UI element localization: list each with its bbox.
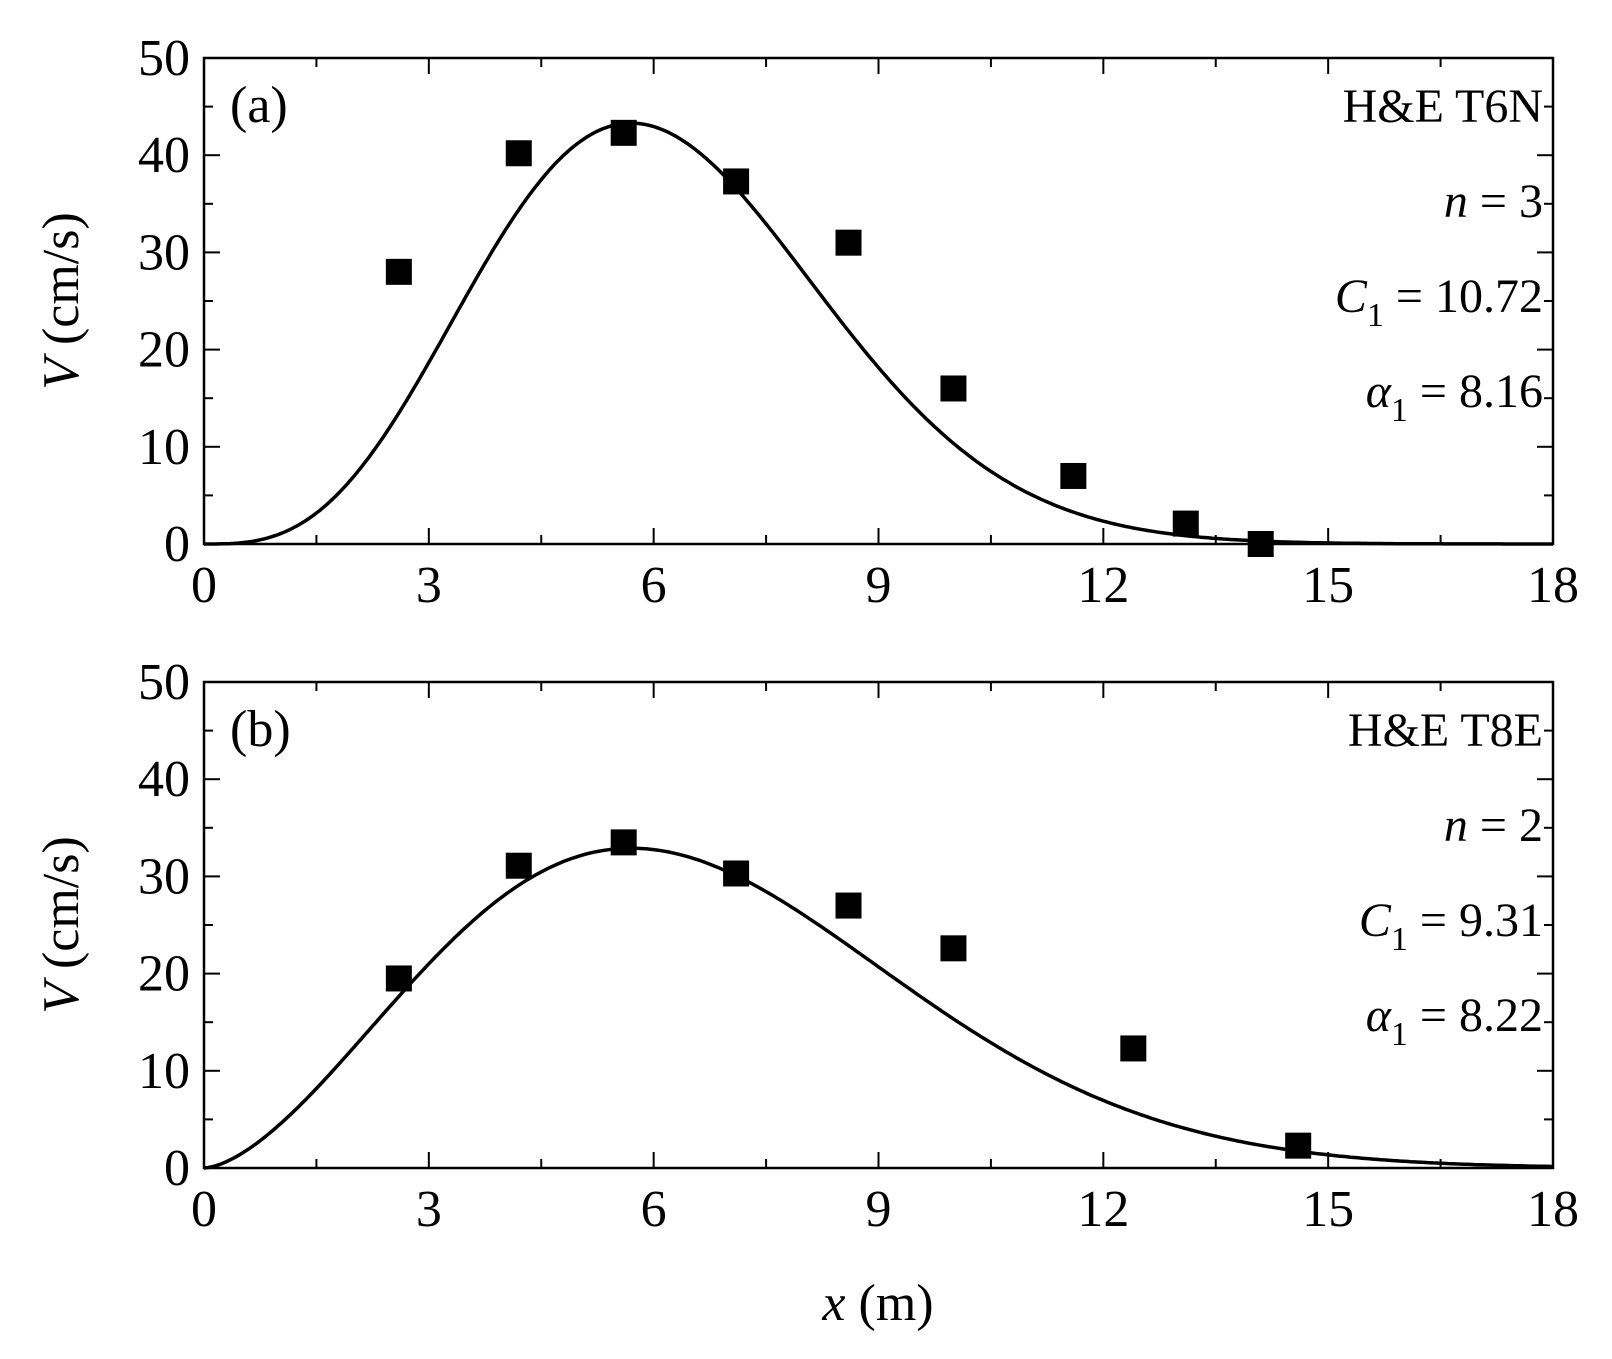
panel-label: (b) <box>230 701 291 758</box>
data-point <box>1120 1035 1147 1062</box>
y-axis-title: V (cm/s) <box>33 212 90 390</box>
x-tick-label: 18 <box>1527 557 1579 614</box>
data-point <box>610 119 637 146</box>
y-tick-label: 20 <box>138 322 190 379</box>
y-tick-label: 0 <box>164 516 190 573</box>
x-tick-label: 6 <box>641 557 667 614</box>
y-tick-label: 30 <box>138 848 190 905</box>
annotation-n: n = 2 <box>1444 799 1543 852</box>
x-tick-label: 12 <box>1077 1181 1129 1238</box>
annotation-title: H&E T6N <box>1343 80 1543 133</box>
x-tick-label: 12 <box>1077 557 1129 614</box>
data-point <box>940 935 967 962</box>
data-point <box>1247 531 1274 557</box>
data-point <box>610 829 637 856</box>
y-tick-label: 0 <box>164 1140 190 1197</box>
x-tick-label: 3 <box>416 557 442 614</box>
fit-curve <box>203 846 1554 1170</box>
y-tick-label: 40 <box>138 751 190 808</box>
y-tick-label: 40 <box>138 127 190 184</box>
data-point <box>835 892 862 919</box>
panel-b: 0 3 6 9 12 15 18 0 10 20 30 40 50 V (cm/s) (b) H&E T8E n… <box>33 654 1579 1238</box>
y-tick-label: 50 <box>138 654 190 711</box>
data-point <box>505 140 532 167</box>
data-point <box>385 965 412 992</box>
x-tick-label: 6 <box>641 1181 667 1238</box>
data-point <box>940 375 967 402</box>
data-point <box>1285 1132 1312 1159</box>
x-tick-label: 15 <box>1302 1181 1354 1238</box>
data-point <box>385 258 412 285</box>
x-tick-label: 9 <box>866 557 892 614</box>
data-point <box>723 168 750 195</box>
data-point <box>1172 510 1199 537</box>
data-point <box>723 860 750 887</box>
x-tick-label: 0 <box>191 1181 217 1238</box>
x-axis-title: x (m) <box>821 1275 933 1332</box>
panel-label: (a) <box>230 77 288 134</box>
annotation-alpha1: α1 = 8.16 <box>1366 365 1543 429</box>
annotation-alpha1: α1 = 8.22 <box>1366 989 1543 1053</box>
y-axis-title: V (cm/s) <box>33 836 90 1014</box>
data-point <box>835 229 862 256</box>
x-tick-label: 3 <box>416 1181 442 1238</box>
x-tick-label: 18 <box>1527 1181 1579 1238</box>
annotation-c1: C1 = 10.72 <box>1335 270 1543 334</box>
y-tick-label: 10 <box>138 419 190 476</box>
annotation-c1: C1 = 9.31 <box>1359 894 1543 958</box>
y-tick-label: 10 <box>138 1043 190 1100</box>
panel-a: 0 3 6 9 12 15 18 0 10 20 30 40 50 V (cm/s) (a) H&E T6N n… <box>33 30 1579 614</box>
x-tick-label: 9 <box>866 1181 892 1238</box>
y-tick-label: 50 <box>138 30 190 87</box>
data-point <box>505 852 532 879</box>
annotation-title: H&E T8E <box>1348 704 1543 757</box>
y-tick-label: 20 <box>138 946 190 1003</box>
data-point <box>1060 462 1087 489</box>
x-tick-label: 0 <box>191 557 217 614</box>
y-tick-label: 30 <box>138 224 190 281</box>
annotation-n: n = 3 <box>1444 175 1543 228</box>
fit-curve <box>204 121 1553 546</box>
x-tick-label: 15 <box>1302 557 1354 614</box>
